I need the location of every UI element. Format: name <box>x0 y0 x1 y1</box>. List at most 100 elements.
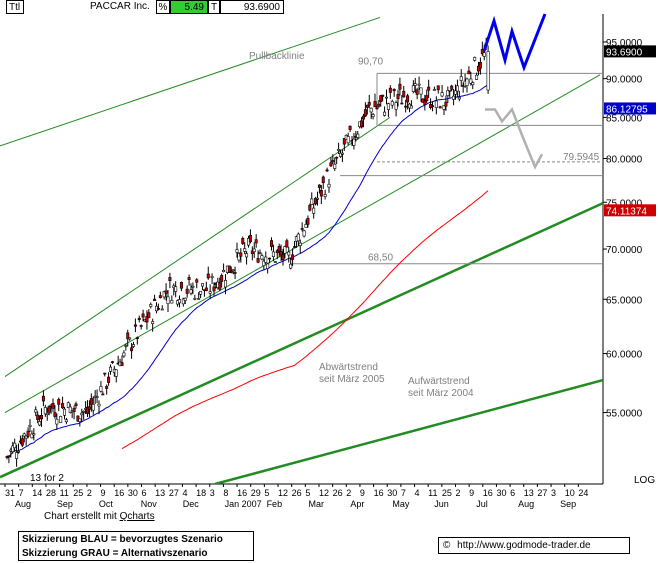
candle-body <box>41 395 45 402</box>
candle-body <box>415 89 419 95</box>
candle-body <box>153 298 157 301</box>
candle-body <box>465 78 469 86</box>
candle-body <box>289 263 293 269</box>
candle-body <box>333 163 337 169</box>
candle-body <box>178 299 182 304</box>
candle-body <box>298 242 302 246</box>
candle-body <box>273 261 277 263</box>
candle-body <box>400 102 404 105</box>
copyright-icon: © <box>443 540 451 551</box>
channel-lower <box>4 74 601 413</box>
candle-body <box>80 412 84 416</box>
split-annotation: 13 for 2 <box>30 473 64 484</box>
candle-body <box>402 90 406 98</box>
x-tick-label: 25 <box>442 488 452 498</box>
candle-body <box>141 313 145 318</box>
y-axis: 55.0000 60.0000 65.0000 70.0000 75.0000 80.00… <box>603 38 656 420</box>
candle-body <box>243 248 247 252</box>
x-tick-label: 5 <box>305 488 310 498</box>
x-tick-label: 9 <box>469 488 474 498</box>
x-tick-label: 29 <box>251 488 261 498</box>
candle-body <box>308 204 312 211</box>
credit-brand[interactable]: Qcharts <box>119 511 155 522</box>
candle-body <box>147 312 151 318</box>
candle-body <box>193 298 197 300</box>
candle-body <box>97 403 101 407</box>
candle-body <box>281 254 285 261</box>
pullback-line <box>0 16 381 147</box>
candle-body <box>160 308 164 311</box>
candle-body <box>409 105 413 109</box>
level-label: 90,70 <box>358 56 383 67</box>
candle-body <box>110 361 114 363</box>
candle-body <box>365 104 369 108</box>
candle-body <box>346 136 350 144</box>
candle-body <box>262 260 266 267</box>
chart-grid <box>0 14 604 485</box>
pct-label: % <box>156 0 170 14</box>
candle-body <box>480 49 484 55</box>
x-month-label: Aug <box>15 499 31 509</box>
candle-body <box>271 251 275 258</box>
candle-body <box>363 109 367 117</box>
candle-body <box>187 277 191 281</box>
x-tick-label: 30 <box>387 488 397 498</box>
candle-body <box>352 138 356 146</box>
x-tick-label: 9 <box>101 488 106 498</box>
candle-body <box>66 402 70 408</box>
y-tick-label: 80.0000 <box>606 154 643 165</box>
candle-body <box>413 83 417 86</box>
candle-body <box>133 324 137 327</box>
candle-body <box>181 298 185 305</box>
candle-body <box>377 103 381 107</box>
x-tick-label: 16 <box>483 488 493 498</box>
candle-body <box>475 74 479 80</box>
ticker-box: Ttl <box>6 0 24 14</box>
candle-body <box>248 234 252 243</box>
x-tick-label: 27 <box>537 488 547 498</box>
candle-body <box>283 246 287 254</box>
candle-body <box>135 337 139 340</box>
x-month-label: Feb <box>267 499 283 509</box>
candle-body <box>43 407 47 415</box>
x-tick-label: 7 <box>401 488 406 498</box>
candle-body <box>114 369 118 377</box>
credit-prefix: Chart erstellt mit <box>44 511 120 522</box>
uptrend-annotation: seit März 2004 <box>408 388 474 399</box>
candle-body <box>331 160 335 162</box>
x-month-label: May <box>392 499 410 509</box>
candle-body <box>434 100 438 108</box>
candle-body <box>174 286 178 292</box>
candle-body <box>269 240 273 247</box>
chart-credit: Chart erstellt mit Qcharts <box>44 511 155 522</box>
x-month-label: Apr <box>350 499 364 509</box>
candle-body <box>340 152 344 155</box>
y-tick-label: 95.0000 <box>606 38 643 49</box>
x-tick-label: 10 <box>565 488 575 498</box>
candle-body <box>212 286 216 292</box>
candle-body <box>388 87 392 93</box>
candle-body <box>314 197 318 205</box>
candle-body <box>120 362 124 367</box>
candle-body <box>231 269 235 272</box>
candle-body <box>373 101 377 108</box>
candle-body <box>13 442 17 449</box>
candle-body <box>16 451 20 453</box>
candle-body <box>201 283 205 287</box>
candle-body <box>64 419 68 423</box>
x-tick-label: 31 <box>5 488 15 498</box>
x-month-label: Aug <box>518 499 534 509</box>
candle-body <box>36 414 40 420</box>
candle-body <box>183 297 187 301</box>
trendlines <box>0 16 603 484</box>
candle-body <box>185 288 189 294</box>
x-tick-label: 12 <box>319 488 329 498</box>
candle-body <box>170 300 174 304</box>
candle-body <box>406 95 410 103</box>
candle-body <box>478 61 482 69</box>
candle-body <box>237 253 241 261</box>
t-label: T <box>208 0 220 14</box>
source-link[interactable]: © http://www.godmode-trader.de <box>438 537 630 554</box>
x-tick-label: 2 <box>87 488 92 498</box>
